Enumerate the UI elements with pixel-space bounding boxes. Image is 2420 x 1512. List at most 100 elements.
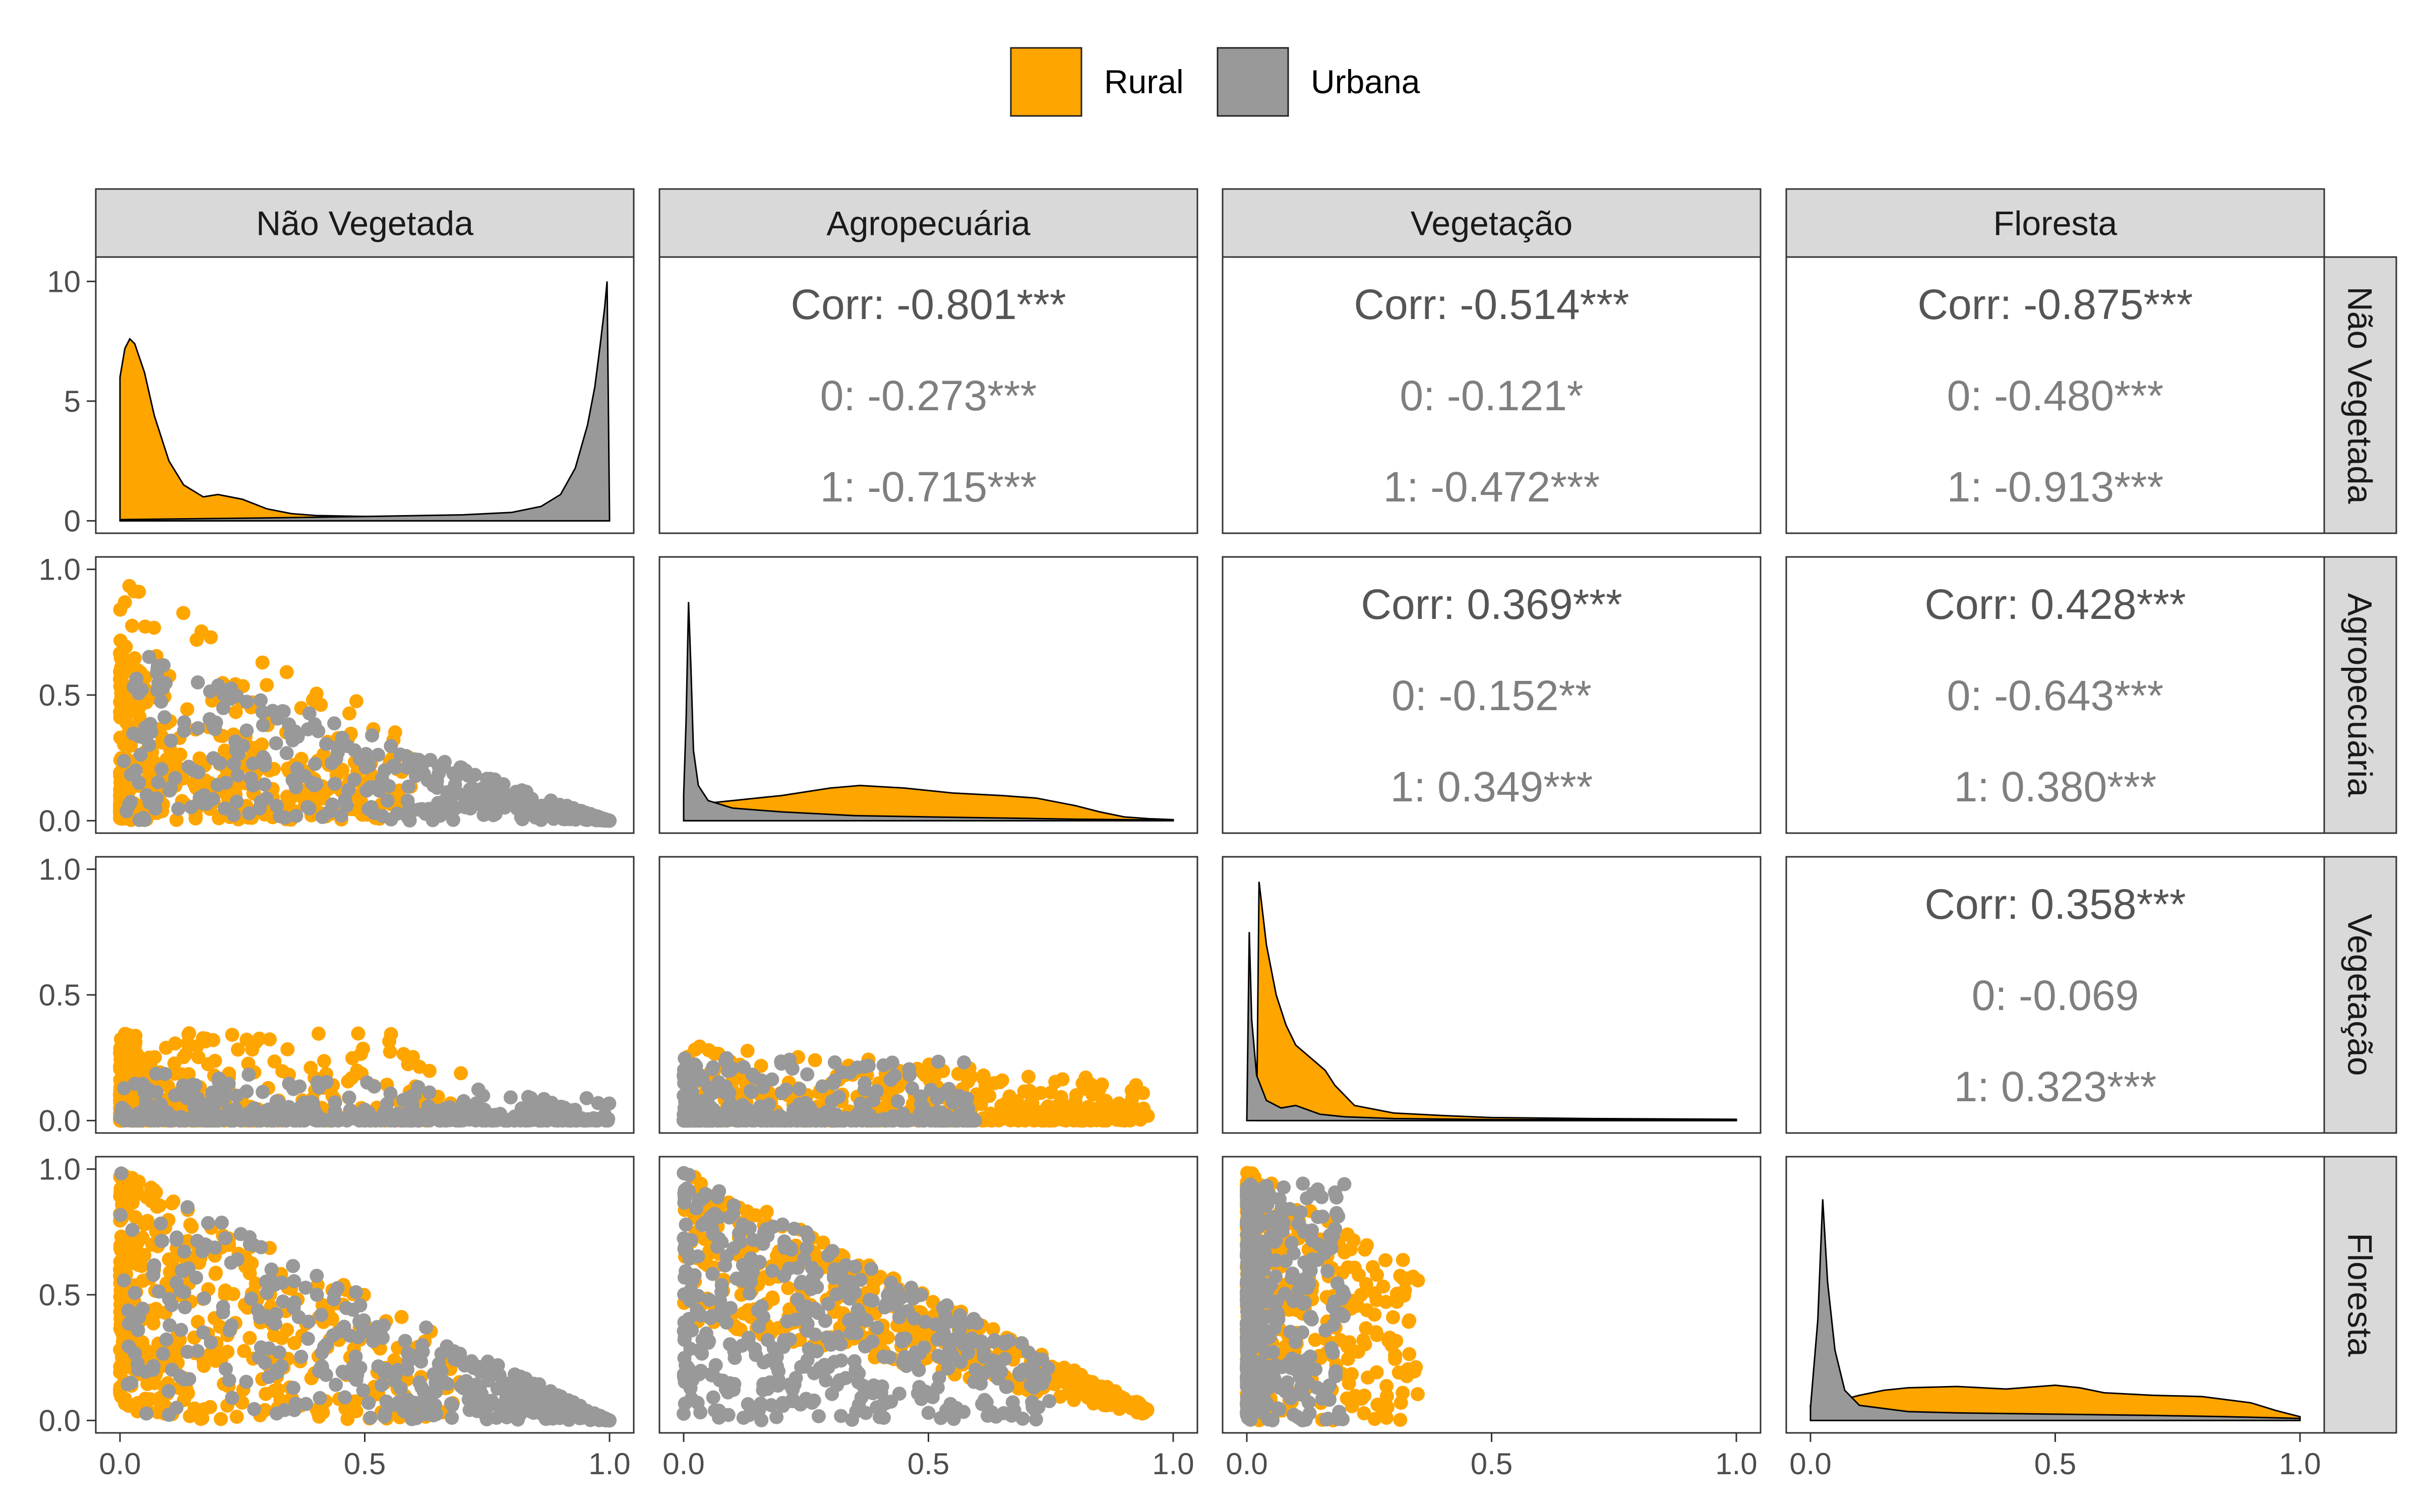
- point-urbana: [759, 1222, 773, 1237]
- point-urbana: [162, 1318, 177, 1333]
- point-rural: [1137, 1406, 1152, 1420]
- point-urbana: [805, 1396, 819, 1410]
- panel-2-1: [658, 856, 1198, 1134]
- point-rural: [132, 710, 147, 724]
- point-rural: [228, 705, 243, 719]
- point-urbana: [718, 1054, 733, 1068]
- point-urbana: [391, 1395, 406, 1409]
- point-urbana: [338, 1390, 352, 1405]
- point-urbana: [198, 1237, 213, 1252]
- point-urbana: [690, 1396, 705, 1410]
- correlation-text: Corr: 0.369***: [1361, 581, 1622, 628]
- point-urbana: [290, 762, 305, 776]
- point-rural: [1065, 1107, 1079, 1122]
- point-rural: [1078, 1108, 1093, 1122]
- point-urbana: [144, 725, 159, 739]
- point-urbana: [691, 1289, 705, 1303]
- column-strip-label: Não Vegetada: [256, 205, 473, 243]
- point-rural: [114, 1364, 129, 1378]
- point-urbana: [592, 1413, 607, 1427]
- panel-3-1: [658, 1156, 1198, 1434]
- point-urbana: [930, 1091, 945, 1105]
- point-urbana: [305, 1095, 319, 1109]
- point-urbana: [260, 1286, 274, 1300]
- point-urbana: [308, 717, 322, 732]
- point-urbana: [139, 788, 154, 802]
- point-urbana: [154, 695, 168, 709]
- point-rural: [263, 1032, 277, 1047]
- point-urbana: [154, 1216, 168, 1231]
- point-urbana: [173, 1283, 188, 1298]
- point-urbana: [485, 793, 500, 808]
- row-strip: [2323, 556, 2397, 834]
- panel-1-3: Corr: 0.428***0: -0.643***1: 0.380***: [1785, 556, 2325, 834]
- point-rural: [978, 1078, 993, 1093]
- point-urbana: [974, 1376, 988, 1391]
- point-urbana: [890, 1094, 905, 1109]
- point-urbana: [226, 807, 241, 822]
- row-strip-label: Agropecuária: [2341, 593, 2379, 797]
- point-urbana: [762, 1097, 776, 1112]
- point-rural: [1401, 1314, 1416, 1329]
- point-rural: [280, 1042, 295, 1056]
- point-urbana: [502, 1397, 517, 1411]
- point-urbana: [825, 1387, 839, 1401]
- point-urbana: [151, 775, 165, 790]
- point-urbana: [937, 1113, 952, 1128]
- point-urbana: [1258, 1345, 1273, 1360]
- point-urbana: [380, 793, 395, 808]
- point-urbana: [202, 1113, 217, 1127]
- point-urbana: [785, 1382, 800, 1397]
- point-urbana: [892, 1310, 906, 1325]
- point-urbana: [432, 1356, 446, 1371]
- point-urbana: [156, 1347, 170, 1361]
- point-rural: [1393, 1269, 1408, 1283]
- point-urbana: [513, 1369, 528, 1384]
- point-urbana: [229, 794, 244, 809]
- point-urbana: [269, 736, 283, 750]
- point-urbana: [282, 1077, 296, 1091]
- point-urbana: [877, 1300, 892, 1314]
- point-urbana: [162, 783, 177, 798]
- point-urbana: [294, 1349, 309, 1364]
- point-rural: [185, 1220, 199, 1234]
- point-urbana: [327, 716, 342, 731]
- point-urbana: [461, 769, 475, 783]
- point-urbana: [288, 1396, 303, 1411]
- point-rural: [1394, 1396, 1408, 1410]
- correlation-text: 1: -0.913***: [1947, 463, 2164, 511]
- point-urbana: [745, 1265, 760, 1279]
- point-urbana: [930, 1380, 945, 1395]
- point-urbana: [986, 1353, 1000, 1367]
- point-urbana: [171, 801, 186, 816]
- point-rural: [317, 1054, 331, 1068]
- point-urbana: [591, 1096, 606, 1110]
- point-urbana: [174, 1263, 189, 1278]
- point-rural: [1378, 1253, 1393, 1268]
- correlation-text: 0: -0.069: [1972, 972, 2139, 1019]
- point-urbana: [388, 761, 403, 775]
- point-urbana: [159, 1332, 174, 1347]
- point-urbana: [116, 1273, 131, 1288]
- point-urbana: [334, 808, 348, 823]
- point-urbana: [553, 797, 567, 812]
- point-urbana: [474, 1387, 489, 1402]
- correlation-text: 0: -0.273***: [820, 372, 1037, 419]
- point-urbana: [745, 1067, 759, 1082]
- legend-key-rural: [1010, 47, 1082, 117]
- point-urbana: [799, 1241, 814, 1255]
- point-urbana: [169, 1230, 184, 1245]
- point-urbana: [678, 1183, 692, 1198]
- point-rural: [1376, 1405, 1390, 1420]
- point-urbana: [843, 1326, 858, 1340]
- point-rural: [995, 1073, 1009, 1088]
- point-rural: [384, 1027, 398, 1041]
- point-urbana: [523, 792, 537, 806]
- point-urbana: [214, 1215, 229, 1230]
- point-urbana: [760, 1381, 775, 1396]
- point-urbana: [247, 1113, 261, 1127]
- point-urbana: [742, 1286, 757, 1301]
- point-rural: [255, 655, 270, 670]
- point-urbana: [361, 802, 376, 816]
- point-urbana: [177, 715, 192, 730]
